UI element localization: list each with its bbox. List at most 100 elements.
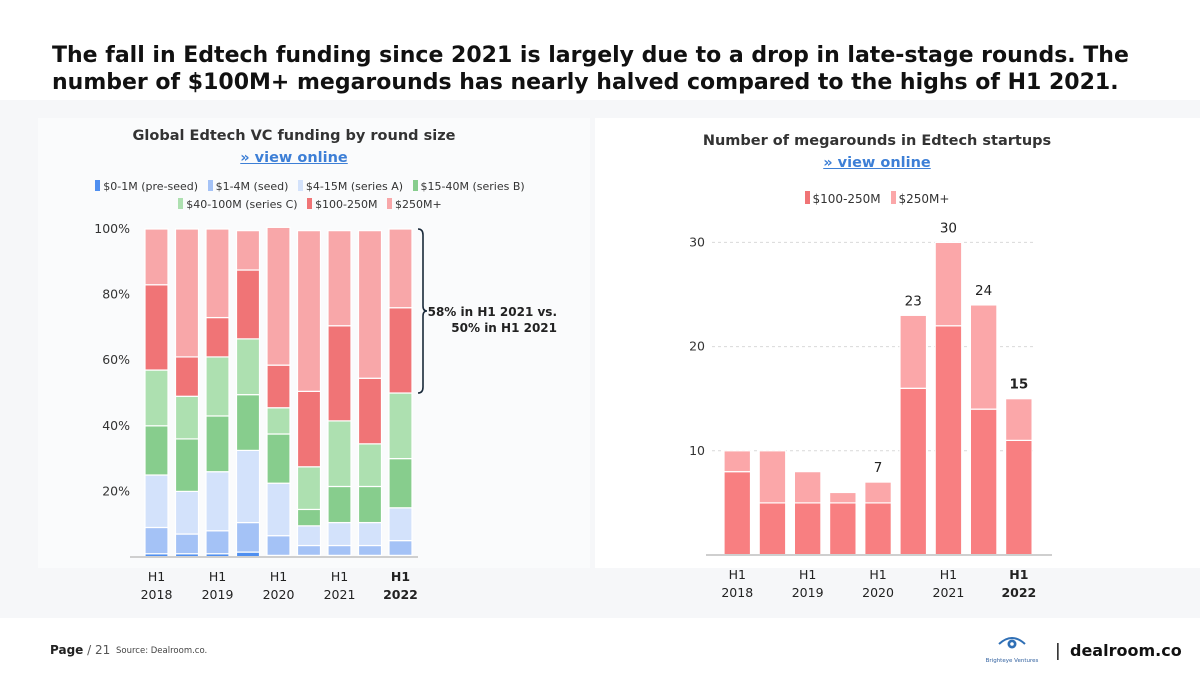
x-tick-label: 2018	[141, 587, 173, 602]
bar-segment	[388, 539, 413, 556]
bar-segment	[1005, 439, 1033, 556]
x-tick-label: 2022	[383, 587, 418, 602]
data-label: 7	[874, 460, 883, 476]
bar-segment	[296, 466, 322, 511]
legend-label: $100-250M	[315, 198, 378, 211]
legend-swatch	[178, 198, 184, 209]
bar-segment	[144, 284, 169, 371]
data-label: 24	[975, 283, 992, 299]
legend-label: $250M+	[898, 192, 950, 206]
bar-segment	[144, 526, 169, 555]
legend-item[interactable]: $40-100M (series C)	[178, 196, 298, 214]
bar-segment	[327, 325, 352, 422]
bar-segment	[357, 377, 383, 445]
bar-segment	[357, 521, 383, 547]
x-tick-label: H1	[869, 567, 886, 582]
bar-segment	[296, 544, 322, 556]
y-tick-label: 30	[689, 234, 705, 249]
bar-segment	[266, 482, 291, 537]
bar-segment	[235, 230, 261, 271]
bar-segment	[266, 364, 291, 409]
bar-segment	[174, 533, 200, 555]
x-tick-label: 2020	[862, 585, 894, 600]
y-tick-label: 100%	[94, 221, 130, 236]
x-tick-label: H1	[391, 569, 410, 584]
bar-segment	[969, 304, 998, 410]
bar-segment	[388, 507, 413, 542]
megarounds-view-online-link[interactable]: » view online	[823, 155, 931, 171]
bar-segment	[934, 241, 963, 327]
bar-segment	[388, 228, 413, 309]
legend-label: $1-4M (seed)	[215, 180, 289, 193]
legend-label: $0-1M (pre-seed)	[103, 180, 199, 193]
page-total: / 21	[87, 643, 111, 657]
legend-swatch	[307, 198, 313, 209]
x-tick-label: H1	[209, 569, 226, 584]
bar-segment	[174, 356, 200, 397]
funding-legend: $0-1M (pre-seed) $1-4M (seed) $4-15M (se…	[60, 178, 560, 214]
legend-swatch	[412, 180, 418, 191]
bar-segment	[793, 471, 822, 504]
megarounds-chart-card	[595, 118, 1200, 568]
y-tick-label: 80%	[102, 287, 130, 302]
page-number: Page / 21	[50, 643, 110, 657]
x-tick-label: H1	[729, 567, 746, 582]
y-tick-label: 20	[689, 339, 705, 354]
y-tick-label: 20%	[102, 483, 130, 498]
legend-item[interactable]: $100-250M	[804, 190, 881, 208]
legend-item[interactable]: $250M+	[387, 196, 442, 214]
y-tick-label: 60%	[102, 352, 130, 367]
data-label: 30	[940, 220, 957, 236]
bar-segment	[205, 415, 230, 473]
legend-item[interactable]: $1-4M (seed)	[207, 178, 289, 196]
megarounds-chart-title: Number of megarounds in Edtech startups	[702, 133, 1052, 149]
x-tick-label: H1	[799, 567, 816, 582]
bar-segment	[266, 226, 291, 366]
legend-item[interactable]: $4-15M (series A)	[297, 178, 404, 196]
x-tick-label: H1	[1009, 567, 1028, 582]
legend-item[interactable]: $100-250M	[307, 196, 378, 214]
funding-stacked-bar-chart: 20% 40% 60% 80% 100% H1 2018 H1 2019 H1 2020 H1 2021…	[94, 221, 557, 602]
bar-segment	[235, 449, 261, 524]
bar-segment	[174, 228, 200, 358]
bar-segment	[723, 450, 752, 473]
logo-separator: |	[1055, 641, 1061, 661]
x-tick-label: 2022	[1001, 585, 1036, 600]
dealroom-logo: dealroom.co	[1070, 641, 1182, 660]
bar-segment	[205, 356, 230, 417]
x-tick-label: 2019	[792, 585, 824, 600]
y-tick-label: 40%	[102, 418, 130, 433]
bar-segment	[357, 544, 383, 556]
legend-label: $4-15M (series A)	[305, 180, 404, 193]
bar-segment	[205, 471, 230, 532]
bar-segment	[758, 450, 787, 504]
legend-label: $40-100M (series C)	[186, 198, 298, 211]
legend-item[interactable]: $0-1M (pre-seed)	[95, 178, 198, 196]
bar-segment	[266, 433, 291, 484]
page-label: Page	[50, 643, 84, 657]
x-tick-label: 2021	[324, 587, 356, 602]
bar-segment	[327, 420, 352, 488]
source-note: Source: Dealroom.co.	[116, 646, 208, 656]
legend-label: $15-40M (series B)	[420, 180, 525, 193]
legend-label: $100-250M	[812, 192, 881, 206]
bar-segment	[205, 316, 230, 358]
bar-segment	[235, 338, 261, 396]
bar-segment	[357, 230, 383, 379]
bar-segment	[864, 481, 892, 504]
legend-swatch	[804, 191, 810, 204]
bar-segment	[235, 394, 261, 452]
legend-item[interactable]: $250M+	[890, 190, 950, 208]
x-tick-label: 2020	[263, 587, 295, 602]
bar-segment	[388, 392, 413, 460]
legend-item[interactable]: $15-40M (series B)	[412, 178, 525, 196]
bar-segment	[793, 502, 822, 556]
bar-segment	[864, 502, 892, 556]
funding-view-online-link[interactable]: » view online	[240, 150, 348, 166]
bar-segment	[934, 325, 963, 556]
bar-segment	[388, 307, 413, 394]
bar-segment	[899, 387, 928, 556]
footer	[0, 618, 1200, 675]
bar-segment	[758, 502, 787, 556]
bar-segment	[144, 474, 169, 529]
